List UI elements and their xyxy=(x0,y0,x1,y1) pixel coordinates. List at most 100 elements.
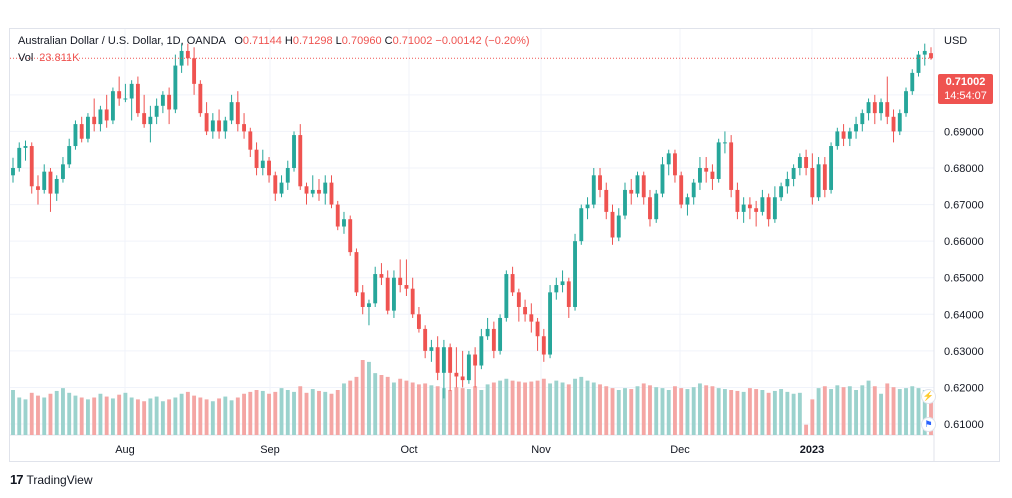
candle-body[interactable] xyxy=(117,91,122,99)
candle-body[interactable] xyxy=(872,102,877,114)
candle-body[interactable] xyxy=(779,186,784,198)
candle-body[interactable] xyxy=(242,124,246,132)
candle-body[interactable] xyxy=(335,204,340,227)
candle-body[interactable] xyxy=(285,167,290,183)
candle-body[interactable] xyxy=(629,189,634,194)
candle-body[interactable] xyxy=(204,113,209,132)
candle-body[interactable] xyxy=(42,171,47,190)
candle-body[interactable] xyxy=(822,164,827,190)
candle-body[interactable] xyxy=(604,189,609,212)
candle-body[interactable] xyxy=(479,336,484,366)
candle-body[interactable] xyxy=(691,182,696,198)
candle-body[interactable] xyxy=(816,164,821,198)
candle-body[interactable] xyxy=(198,83,203,114)
candle-body[interactable] xyxy=(554,285,559,293)
candle-body[interactable] xyxy=(267,160,271,176)
candle-body[interactable] xyxy=(772,197,777,220)
candle-body[interactable] xyxy=(704,167,709,172)
candle-body[interactable] xyxy=(354,252,359,293)
candle-body[interactable] xyxy=(685,197,690,205)
candle-body[interactable] xyxy=(29,146,34,187)
candle-body[interactable] xyxy=(910,72,915,92)
candle-body[interactable] xyxy=(410,288,415,315)
currency-label[interactable]: USD xyxy=(944,35,968,47)
candle-body[interactable] xyxy=(660,164,665,194)
candle-body[interactable] xyxy=(185,50,190,59)
tradingview-logo[interactable]: 17 TradingView xyxy=(10,472,93,487)
candle-body[interactable] xyxy=(360,292,365,307)
candle-body[interactable] xyxy=(304,186,309,194)
candle-body[interactable] xyxy=(797,157,802,168)
candle-body[interactable] xyxy=(379,274,384,278)
candle-body[interactable] xyxy=(610,211,615,238)
candle-body[interactable] xyxy=(804,157,809,168)
candle-body[interactable] xyxy=(160,94,165,106)
candle-body[interactable] xyxy=(229,102,234,121)
candle-body[interactable] xyxy=(61,164,65,179)
candle-body[interactable] xyxy=(54,178,59,194)
candle-body[interactable] xyxy=(760,197,765,212)
candle-body[interactable] xyxy=(810,167,815,198)
candle-body[interactable] xyxy=(92,116,97,125)
candle-body[interactable] xyxy=(98,109,103,125)
candle-body[interactable] xyxy=(217,120,222,132)
candle-body[interactable] xyxy=(785,178,790,187)
candle-body[interactable] xyxy=(279,182,284,194)
candle-body[interactable] xyxy=(398,277,403,286)
candle-body[interactable] xyxy=(404,285,409,289)
chart-frame[interactable] xyxy=(9,28,1000,462)
candle-body[interactable] xyxy=(223,120,228,132)
candle-body[interactable] xyxy=(292,135,296,168)
candle-body[interactable] xyxy=(560,281,565,286)
candle-body[interactable] xyxy=(167,94,172,110)
candle-body[interactable] xyxy=(273,175,278,194)
candle-body[interactable] xyxy=(17,147,22,168)
candle-body[interactable] xyxy=(566,281,571,307)
candle-body[interactable] xyxy=(235,102,240,125)
candle-body[interactable] xyxy=(535,321,540,337)
candle-body[interactable] xyxy=(648,197,652,220)
candle-body[interactable] xyxy=(916,54,921,73)
candle-body[interactable] xyxy=(866,102,871,114)
candle-body[interactable] xyxy=(510,274,515,293)
candle-body[interactable] xyxy=(135,83,140,114)
candle-body[interactable] xyxy=(729,142,734,190)
candle-body[interactable] xyxy=(317,189,321,194)
candle-body[interactable] xyxy=(310,189,315,194)
candle-body[interactable] xyxy=(654,193,659,220)
candle-body[interactable] xyxy=(173,65,178,110)
candle-body[interactable] xyxy=(385,277,390,311)
candle-body[interactable] xyxy=(747,204,752,209)
candle-body[interactable] xyxy=(891,116,896,132)
candle-body[interactable] xyxy=(847,131,852,139)
candle-body[interactable] xyxy=(722,142,727,144)
candle-body[interactable] xyxy=(579,208,584,242)
candle-body[interactable] xyxy=(635,175,640,194)
candle-body[interactable] xyxy=(373,274,378,304)
candle-body[interactable] xyxy=(591,175,596,205)
candle-body[interactable] xyxy=(673,153,677,176)
candle-body[interactable] xyxy=(498,317,503,351)
candle-body[interactable] xyxy=(698,167,702,183)
candle-body[interactable] xyxy=(741,204,746,212)
candle-body[interactable] xyxy=(423,328,428,351)
candle-body[interactable] xyxy=(854,124,858,132)
candle-body[interactable] xyxy=(585,204,590,209)
lightning-icon[interactable]: ⚡ xyxy=(921,389,936,404)
candle-body[interactable] xyxy=(548,292,552,355)
candle-body[interactable] xyxy=(248,131,253,150)
candle-body[interactable] xyxy=(329,182,334,205)
candle-body[interactable] xyxy=(23,146,28,148)
candle-body[interactable] xyxy=(754,208,759,212)
flag-icon[interactable]: ⚑ xyxy=(921,417,936,432)
candle-body[interactable] xyxy=(491,328,496,351)
candle-body[interactable] xyxy=(435,347,440,373)
candle-body[interactable] xyxy=(441,347,446,373)
candle-body[interactable] xyxy=(460,376,465,381)
candle-body[interactable] xyxy=(154,105,159,117)
candle-body[interactable] xyxy=(922,50,927,55)
candle-body[interactable] xyxy=(86,116,90,139)
candle-body[interactable] xyxy=(416,314,421,329)
candle-body[interactable] xyxy=(429,347,434,351)
